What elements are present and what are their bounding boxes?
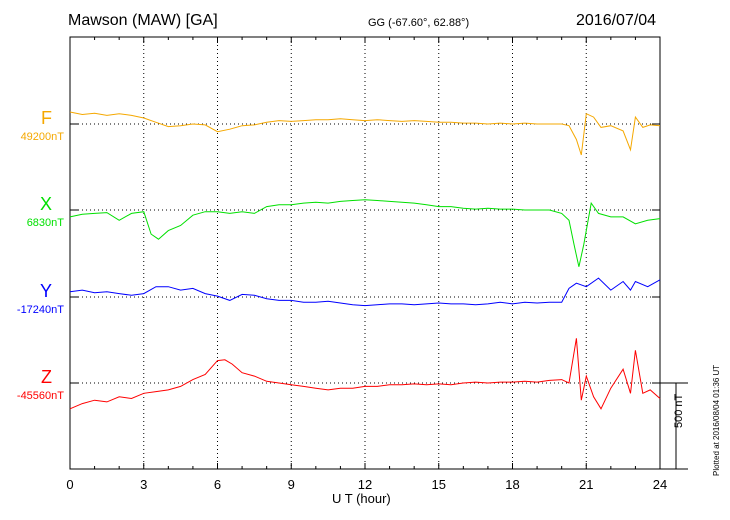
component-baseline-x: 6830nT [26,217,64,229]
series-line-z [69,338,661,410]
x-tick-label-3: 3 [140,477,148,492]
series-line-y [69,277,661,307]
axis-ticks [69,37,661,469]
scale-bar-label: 500 nT [673,393,685,428]
component-name-f: F [41,108,52,128]
scale-bar [660,382,688,470]
station-coordinates: GG (-67.60°, 62.88°) [368,17,470,29]
x-tick-label-18: 18 [505,477,520,492]
component-name-x: X [39,194,52,214]
plotted-timestamp: Plotted at 2016/08/04 01:36 UT [712,364,721,476]
x-tick-label-6: 6 [213,477,222,492]
component-baseline-z: -45560nT [16,390,64,402]
component-baseline-y: -17240nT [16,304,64,316]
component-name-y: Y [39,281,52,301]
component-baseline-f: 49200nT [20,131,64,143]
component-name-z: Z [41,367,52,387]
series-line-x [69,199,661,267]
plot-date: 2016/07/04 [576,12,657,29]
x-tick-label-9: 9 [287,477,295,492]
x-tick-label-21: 21 [579,477,594,492]
station-title: Mawson (MAW) [GA] [68,12,218,29]
x-axis-label: U T (hour) [332,491,391,506]
series-lines [69,111,661,410]
x-tick-label-15: 15 [431,477,446,492]
vertical-grid [143,37,587,469]
series-line-f [69,111,661,156]
x-tick-label-24: 24 [652,477,668,492]
x-tick-label-12: 12 [357,477,373,492]
x-tick-label-0: 0 [66,477,74,492]
